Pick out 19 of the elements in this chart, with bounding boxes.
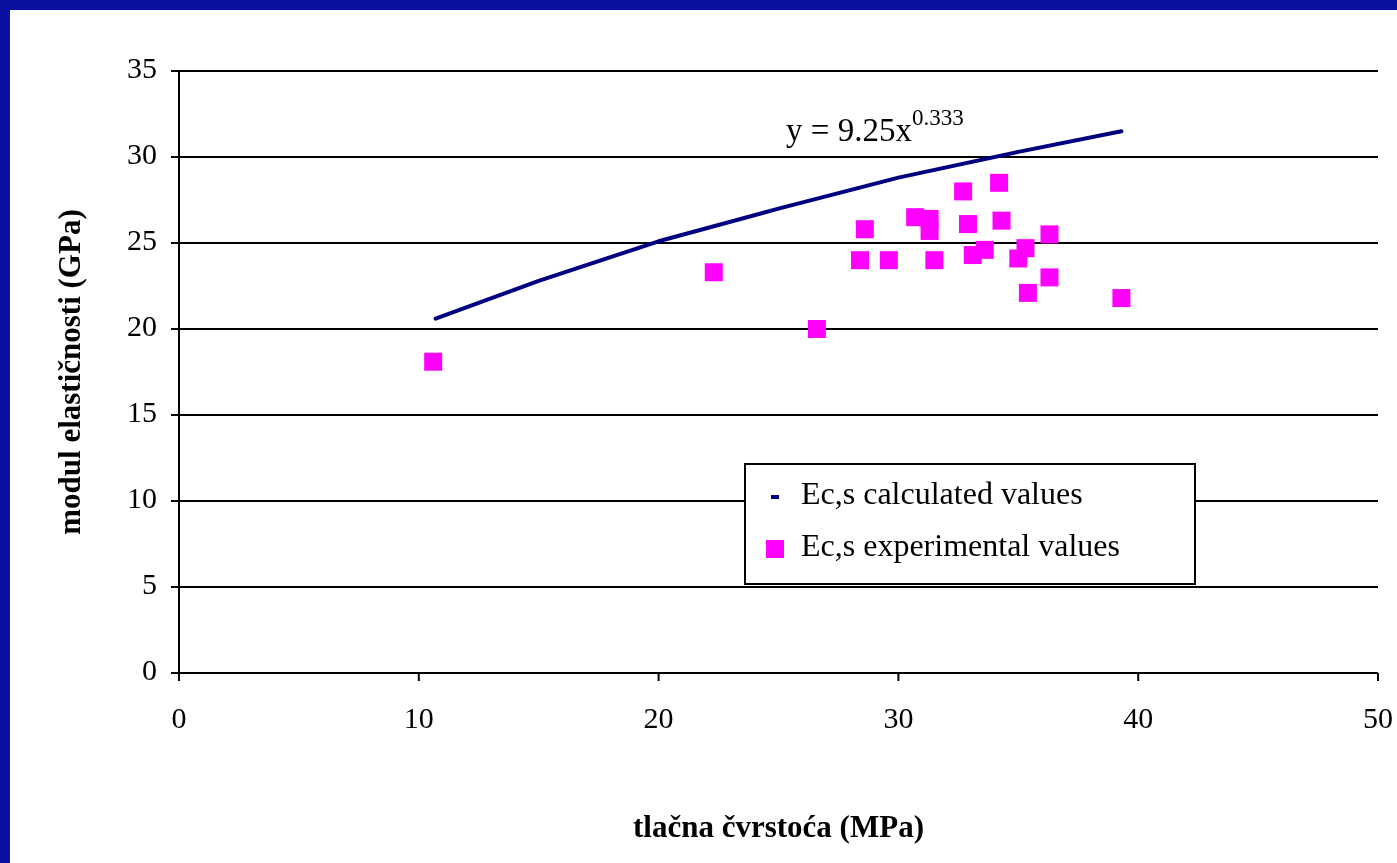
y-tick-label: 5 xyxy=(142,566,157,600)
x-axis-title: tlačna čvrstoća (MPa) xyxy=(633,809,924,844)
x-tick-label: 10 xyxy=(403,701,434,734)
x-tick-label: 40 xyxy=(1123,701,1154,734)
y-tick-label: 15 xyxy=(127,394,157,428)
y-tick-label: 20 xyxy=(127,308,157,342)
legend-label: Ec,s calculated values xyxy=(801,475,1083,512)
x-tick-label: 0 xyxy=(171,701,187,734)
y-tick-label: 35 xyxy=(127,50,157,84)
legend-label: Ec,s experimental values xyxy=(801,527,1120,564)
y-tick-label: 25 xyxy=(127,222,157,256)
y-tick-label: 30 xyxy=(127,136,157,170)
x-tick-label: 30 xyxy=(883,701,914,734)
y-axis-title: modul elastičnosti (GPa) xyxy=(52,209,87,535)
y-tick-label: 10 xyxy=(127,480,157,514)
annotation: y = 9.25x$^{0.333}$ xyxy=(786,104,964,148)
x-tick-label: 20 xyxy=(643,701,674,734)
y-tick-label: 0 xyxy=(142,652,157,686)
x-tick-label: 50 xyxy=(1363,701,1393,734)
